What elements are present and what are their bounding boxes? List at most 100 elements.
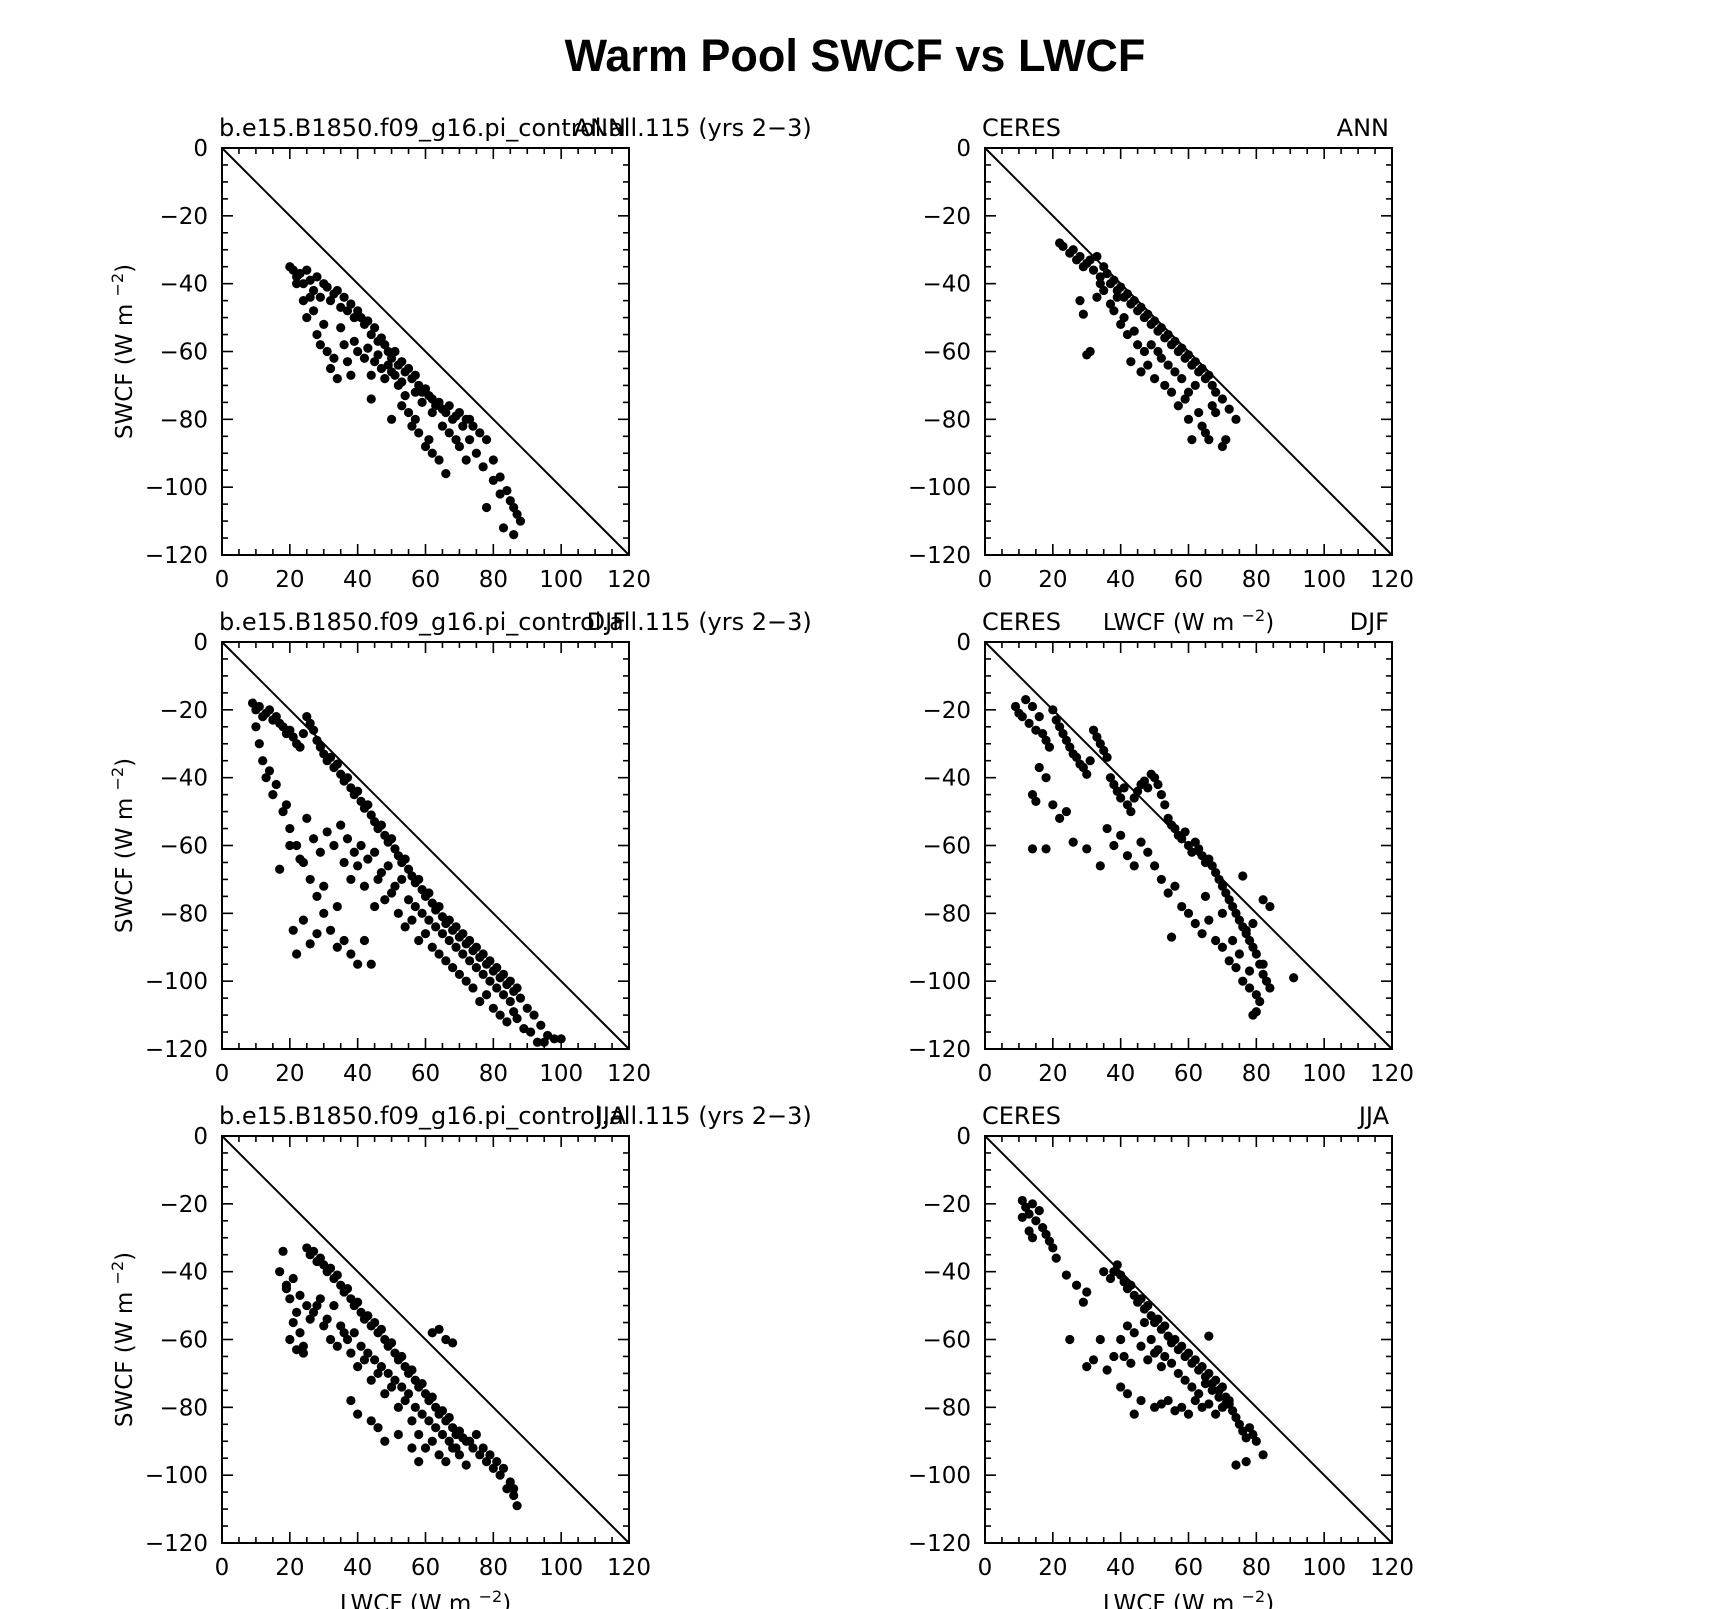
- data-point: [366, 959, 376, 969]
- data-point: [359, 353, 370, 363]
- data-point: [1143, 1355, 1153, 1365]
- data-point: [370, 357, 380, 367]
- data-point: [1078, 762, 1088, 773]
- data-point: [1217, 942, 1228, 952]
- data-point: [492, 963, 502, 973]
- data-point: [305, 292, 315, 302]
- data-point: [1017, 1195, 1027, 1206]
- x-tick-label: 120: [1370, 1061, 1414, 1087]
- data-point: [434, 949, 444, 959]
- y-tick-label: −40: [159, 272, 208, 298]
- data-point: [1265, 983, 1275, 993]
- data-point: [308, 834, 319, 844]
- y-tick-label: −120: [908, 1037, 971, 1063]
- x-axis-label: LWCF (W m −2): [1103, 606, 1274, 636]
- data-point: [1163, 888, 1173, 898]
- data-point: [461, 455, 471, 465]
- data-point: [1231, 908, 1241, 918]
- data-point: [1166, 1358, 1177, 1368]
- data-point: [298, 279, 308, 289]
- data-point: [1204, 915, 1214, 925]
- data-point: [292, 840, 302, 851]
- data-point: [275, 1267, 285, 1277]
- data-point: [1214, 1392, 1224, 1402]
- data-point: [1109, 275, 1119, 285]
- data-point: [251, 722, 261, 732]
- data-point: [1116, 319, 1126, 329]
- data-point: [478, 1443, 488, 1453]
- data-point: [403, 864, 414, 874]
- data-point: [1078, 309, 1088, 319]
- data-point: [308, 285, 319, 296]
- data-point: [407, 1443, 417, 1453]
- data-point: [1173, 401, 1183, 411]
- data-point: [353, 861, 363, 871]
- data-point: [1044, 1236, 1055, 1246]
- data-point: [363, 316, 373, 326]
- data-point: [1109, 1267, 1119, 1277]
- data-point: [424, 888, 434, 898]
- data-point: [397, 401, 407, 411]
- data-point: [1061, 806, 1071, 817]
- data-point: [1163, 329, 1173, 340]
- data-point: [464, 435, 475, 445]
- data-point: [1204, 854, 1214, 864]
- data-point: [1048, 1243, 1058, 1253]
- data-point: [407, 1365, 417, 1375]
- data-point: [332, 285, 342, 296]
- data-point: [1183, 350, 1194, 360]
- data-point: [1027, 1199, 1038, 1209]
- data-point: [444, 1436, 454, 1446]
- data-point: [1149, 1402, 1160, 1412]
- data-point: [1099, 262, 1109, 272]
- data-point: [370, 901, 380, 912]
- data-point: [1183, 840, 1194, 851]
- data-point: [1197, 421, 1207, 431]
- data-point: [1248, 942, 1258, 952]
- data-point: [386, 414, 397, 424]
- data-point: [1068, 837, 1078, 847]
- data-point: [410, 370, 420, 380]
- data-point: [1038, 1222, 1048, 1233]
- x-tick-label: 100: [1302, 1061, 1346, 1087]
- data-point: [1156, 790, 1166, 800]
- data-point: [254, 739, 264, 749]
- data-point: [424, 1416, 434, 1426]
- data-point: [1149, 773, 1160, 783]
- data-point: [1044, 742, 1055, 752]
- data-point: [498, 523, 509, 533]
- x-tick-label: 60: [1174, 1061, 1203, 1087]
- data-point: [315, 1253, 325, 1263]
- data-point: [434, 1324, 444, 1334]
- data-point: [1024, 718, 1034, 729]
- data-point: [1116, 793, 1126, 803]
- data-point: [400, 390, 410, 401]
- data-point: [444, 1412, 454, 1423]
- data-point: [366, 394, 376, 404]
- data-point: [312, 929, 322, 939]
- y-axis-label: SWCF (W m −2): [108, 1252, 138, 1427]
- data-point: [464, 956, 475, 966]
- y-tick-label: −60: [922, 1328, 971, 1354]
- data-point: [1173, 1368, 1183, 1379]
- data-point: [329, 353, 339, 363]
- y-tick-label: −80: [922, 1395, 971, 1421]
- data-point: [315, 1294, 325, 1304]
- data-point: [1146, 340, 1156, 350]
- data-point: [1163, 1331, 1173, 1341]
- data-point: [315, 847, 325, 857]
- data-point: [356, 312, 366, 323]
- data-point: [1197, 1402, 1207, 1412]
- reference-line: [221, 1135, 630, 1544]
- data-point: [1139, 776, 1150, 786]
- data-point: [1163, 1395, 1173, 1406]
- data-point: [1041, 735, 1051, 745]
- data-point: [451, 942, 461, 952]
- data-point: [1200, 428, 1211, 438]
- data-point: [342, 357, 353, 367]
- panel-source-label: CERES: [982, 1102, 1061, 1130]
- data-point: [386, 888, 397, 898]
- data-point: [1227, 1406, 1238, 1416]
- data-point: [485, 1450, 495, 1460]
